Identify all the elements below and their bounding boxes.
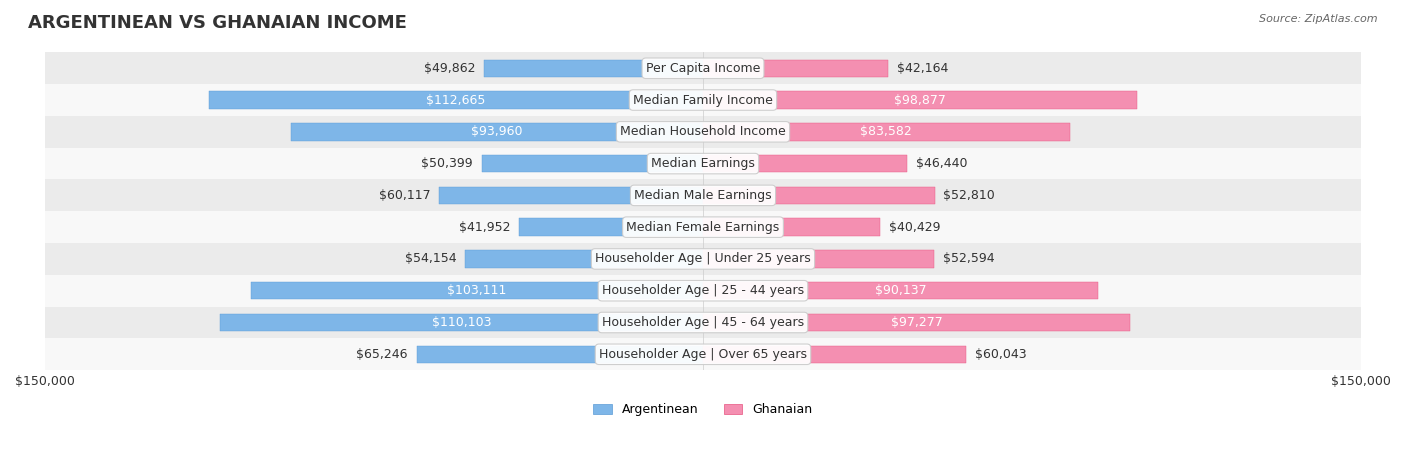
Text: $65,246: $65,246 xyxy=(357,348,408,361)
Text: ARGENTINEAN VS GHANAIAN INCOME: ARGENTINEAN VS GHANAIAN INCOME xyxy=(28,14,406,32)
Text: $50,399: $50,399 xyxy=(422,157,474,170)
Bar xyxy=(484,59,703,77)
Text: $112,665: $112,665 xyxy=(426,93,485,106)
Text: Householder Age | 45 - 64 years: Householder Age | 45 - 64 years xyxy=(602,316,804,329)
Text: Source: ZipAtlas.com: Source: ZipAtlas.com xyxy=(1260,14,1378,24)
Bar xyxy=(45,52,1361,84)
Text: $90,137: $90,137 xyxy=(875,284,927,297)
Text: $52,810: $52,810 xyxy=(943,189,995,202)
Bar xyxy=(416,346,703,363)
Text: $54,154: $54,154 xyxy=(405,253,457,265)
Bar xyxy=(465,250,703,268)
Bar xyxy=(703,314,1130,331)
Bar xyxy=(703,59,889,77)
Text: Median Male Earnings: Median Male Earnings xyxy=(634,189,772,202)
Text: $110,103: $110,103 xyxy=(432,316,491,329)
Text: $93,960: $93,960 xyxy=(471,125,523,138)
Text: $40,429: $40,429 xyxy=(889,221,941,234)
Text: Median Family Income: Median Family Income xyxy=(633,93,773,106)
Text: $60,117: $60,117 xyxy=(378,189,430,202)
Bar xyxy=(219,314,703,331)
Bar xyxy=(703,91,1137,109)
Text: Median Household Income: Median Household Income xyxy=(620,125,786,138)
Text: $97,277: $97,277 xyxy=(890,316,942,329)
Bar xyxy=(45,148,1361,179)
Bar xyxy=(703,155,907,172)
Bar xyxy=(439,187,703,204)
Text: $103,111: $103,111 xyxy=(447,284,506,297)
Bar xyxy=(45,307,1361,339)
Text: $52,594: $52,594 xyxy=(942,253,994,265)
Text: Median Earnings: Median Earnings xyxy=(651,157,755,170)
Bar xyxy=(703,250,934,268)
Bar xyxy=(45,179,1361,211)
Bar xyxy=(291,123,703,141)
Text: Per Capita Income: Per Capita Income xyxy=(645,62,761,75)
Text: $46,440: $46,440 xyxy=(915,157,967,170)
Text: $49,862: $49,862 xyxy=(425,62,475,75)
Legend: Argentinean, Ghanaian: Argentinean, Ghanaian xyxy=(588,398,818,421)
Bar xyxy=(703,219,880,236)
Text: $41,952: $41,952 xyxy=(458,221,510,234)
Bar xyxy=(703,123,1070,141)
Text: Median Female Earnings: Median Female Earnings xyxy=(627,221,779,234)
Bar xyxy=(45,116,1361,148)
Bar xyxy=(250,282,703,299)
Text: $98,877: $98,877 xyxy=(894,93,946,106)
Bar xyxy=(208,91,703,109)
Text: Householder Age | 25 - 44 years: Householder Age | 25 - 44 years xyxy=(602,284,804,297)
Bar xyxy=(703,187,935,204)
Bar xyxy=(45,84,1361,116)
Bar xyxy=(45,243,1361,275)
Bar xyxy=(45,275,1361,307)
Text: $83,582: $83,582 xyxy=(860,125,912,138)
Text: $42,164: $42,164 xyxy=(897,62,948,75)
Bar xyxy=(519,219,703,236)
Bar xyxy=(45,211,1361,243)
Text: $60,043: $60,043 xyxy=(976,348,1026,361)
Bar xyxy=(482,155,703,172)
Bar xyxy=(703,282,1098,299)
Bar xyxy=(703,346,966,363)
Text: Householder Age | Over 65 years: Householder Age | Over 65 years xyxy=(599,348,807,361)
Text: Householder Age | Under 25 years: Householder Age | Under 25 years xyxy=(595,253,811,265)
Bar xyxy=(45,339,1361,370)
